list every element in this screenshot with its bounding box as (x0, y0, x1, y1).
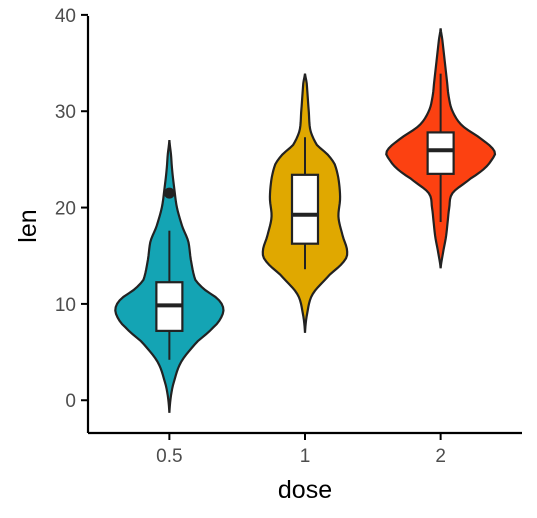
y-tick-label: 20 (55, 199, 76, 220)
x-axis-title: dose (278, 476, 332, 504)
y-axis-title: len (14, 209, 42, 242)
y-tick-label: 10 (55, 295, 76, 316)
y-ticks: 0 10 20 30 40 (55, 6, 88, 412)
violin-group-1 (261, 73, 349, 333)
violin-group-2 (385, 28, 497, 269)
y-tick-label: 30 (55, 102, 76, 123)
x-tick-label: 1 (300, 446, 311, 467)
box (290, 173, 320, 245)
y-tick-label: 0 (65, 391, 76, 412)
violin-layer (114, 28, 497, 413)
y-tick-label: 40 (55, 6, 76, 27)
x-ticks: 0.5 1 2 (156, 433, 446, 467)
axes: 0 10 20 30 40 0.5 1 2 (55, 6, 522, 467)
x-tick-label: 0.5 (156, 446, 182, 467)
outlier-point (163, 187, 175, 199)
violin-group-0-5 (114, 140, 225, 413)
box (426, 131, 455, 175)
x-tick-label: 2 (435, 446, 446, 467)
